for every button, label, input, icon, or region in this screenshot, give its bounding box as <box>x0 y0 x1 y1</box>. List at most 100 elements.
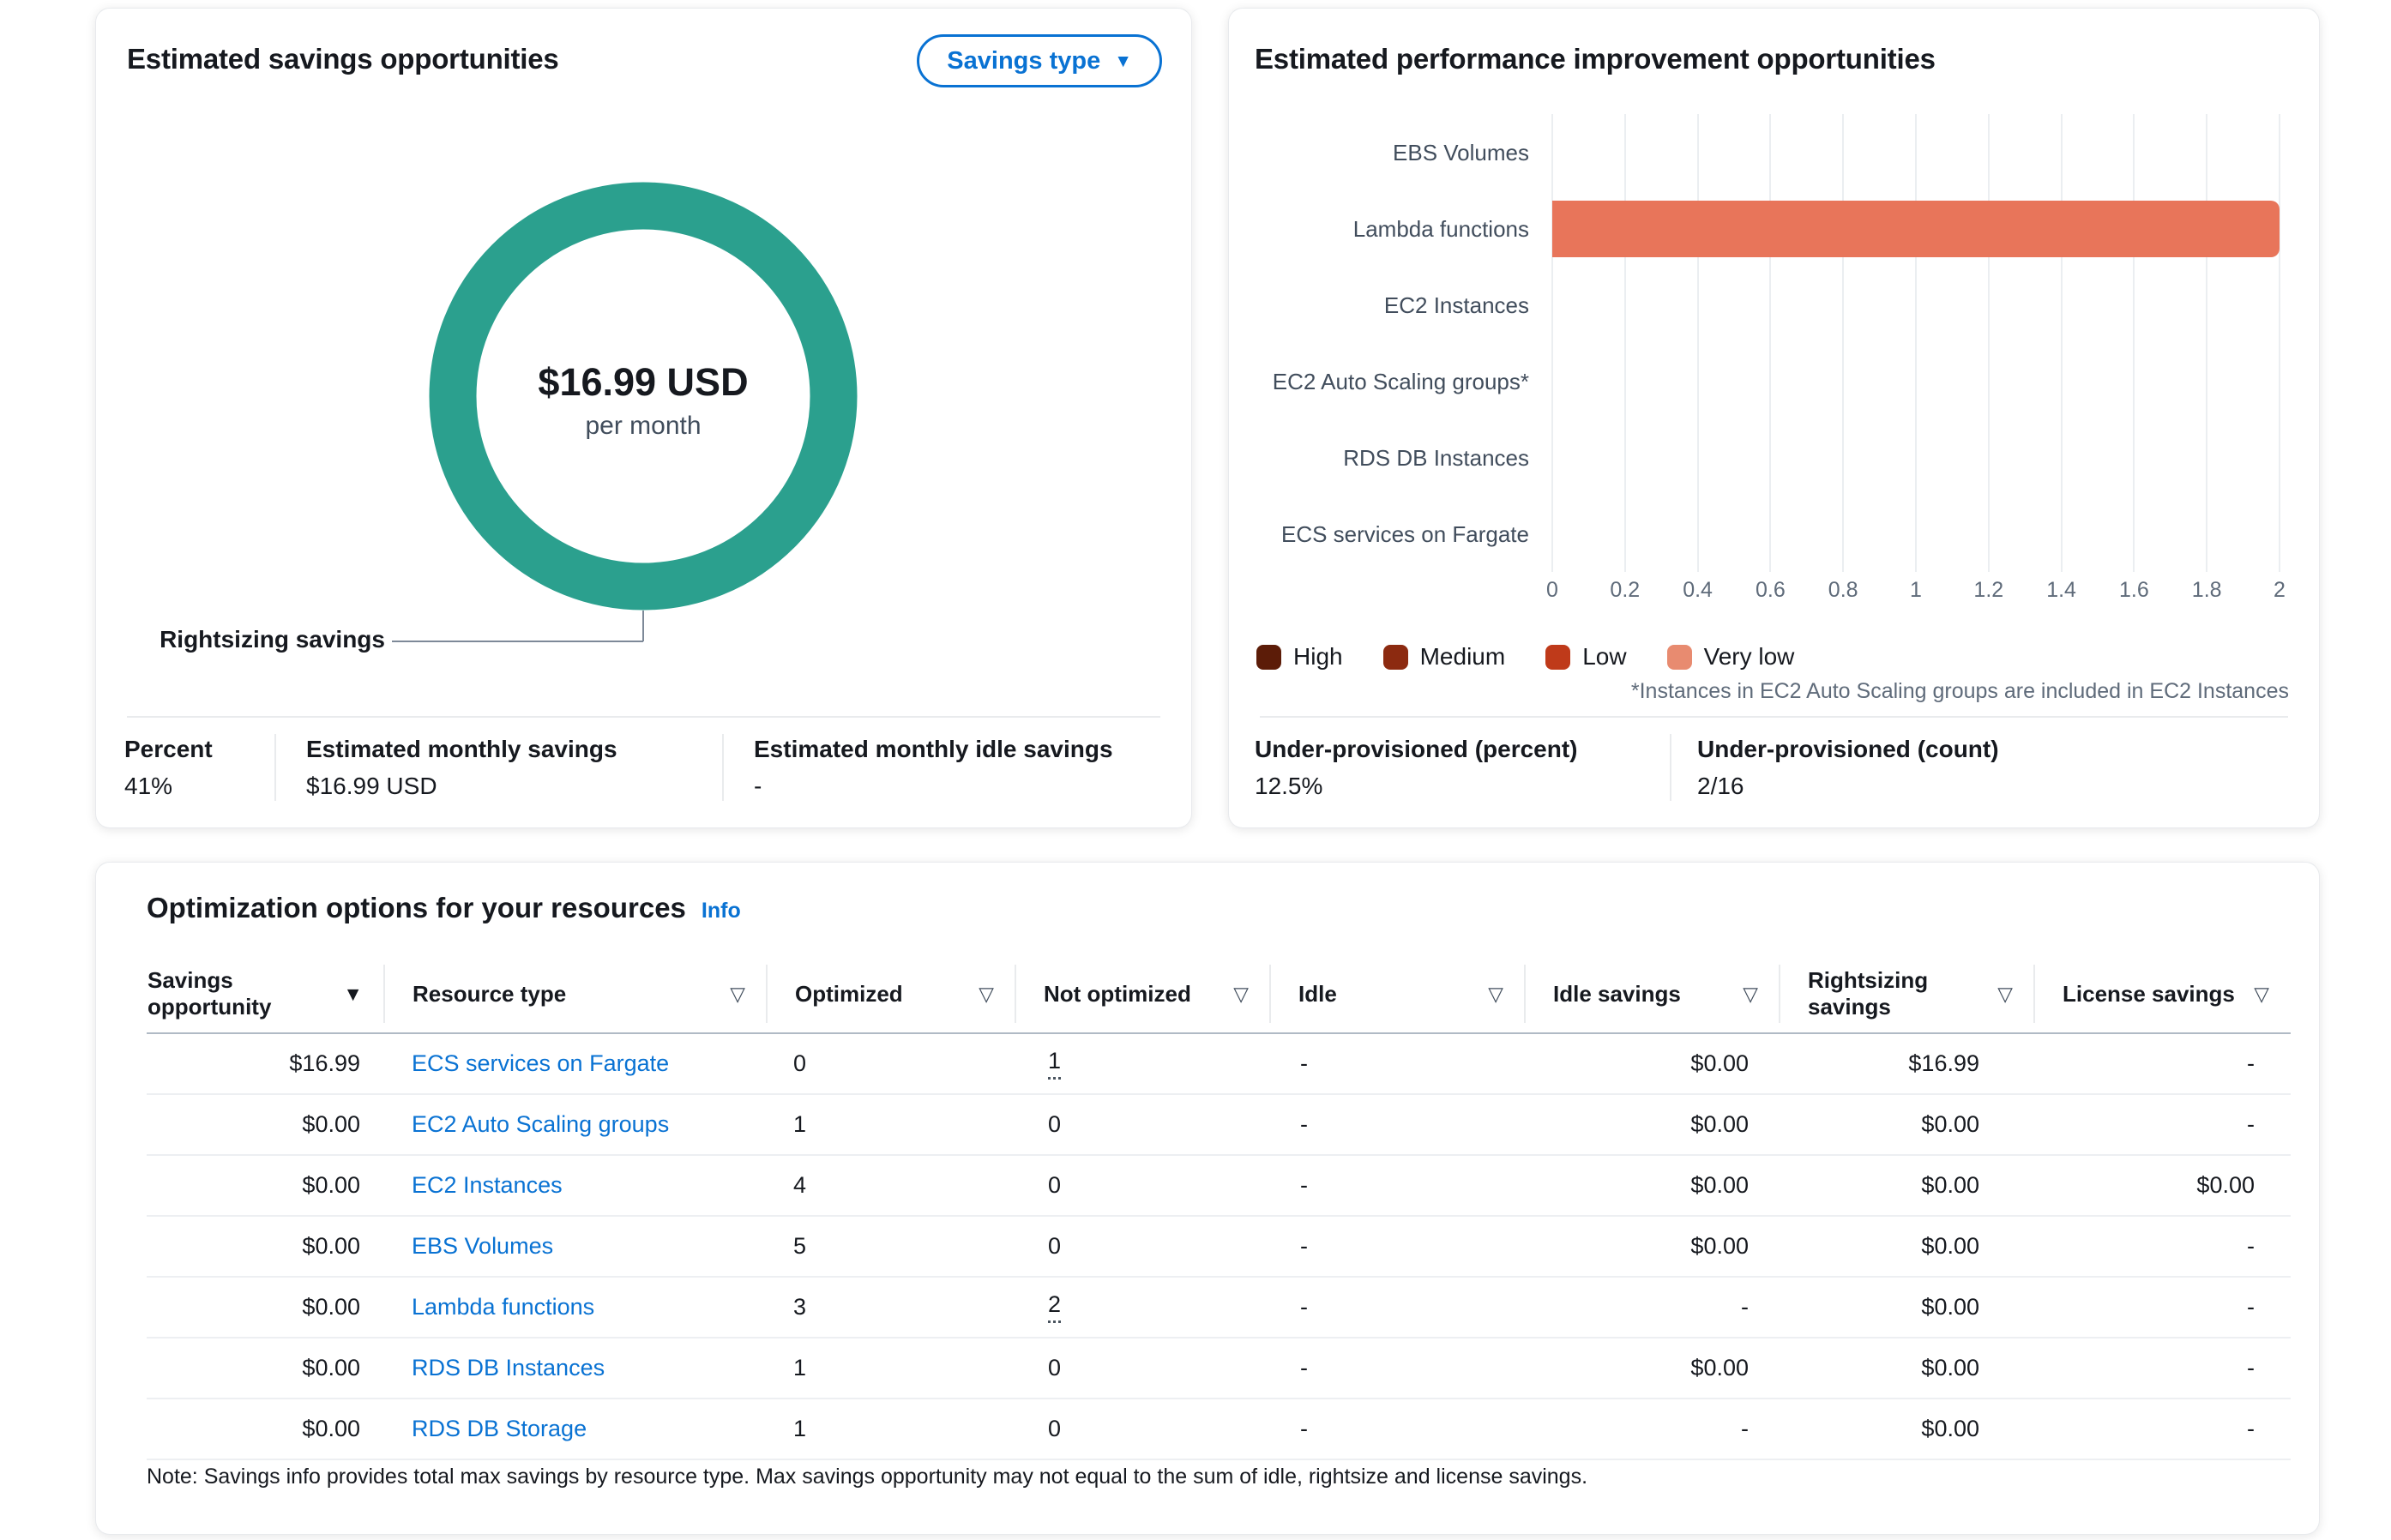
divider <box>1260 716 2288 718</box>
column-header-license-savings[interactable]: License savings ▽ <box>2033 955 2291 1034</box>
gridline <box>2133 114 2135 572</box>
cell-rightsizing-savings: $0.00 <box>1780 1337 2034 1399</box>
x-tick-label: 1.4 <box>2046 578 2076 602</box>
legend-label: Very low <box>1703 643 1795 670</box>
donut-callout-label: Rightsizing savings <box>160 626 385 653</box>
column-label: License savings <box>2063 980 2235 1007</box>
bar-lambda-functions[interactable] <box>1552 200 2280 257</box>
column-header-resource-type[interactable]: Resource type ▽ <box>383 955 767 1034</box>
sort-icon[interactable]: ▽ <box>1488 982 1503 1005</box>
gridline <box>1769 114 1772 572</box>
resource-type-link[interactable]: EC2 Instances <box>412 1172 563 1198</box>
cell-idle-savings: $0.00 <box>1525 1337 1780 1399</box>
cell-savings-opportunity: $0.00 <box>147 1337 384 1399</box>
cell-idle: - <box>1270 1398 1525 1460</box>
cell-savings-opportunity: $0.00 <box>147 1276 384 1338</box>
cell-rightsizing-savings: $0.00 <box>1780 1093 2034 1155</box>
donut-callout-line <box>642 611 644 641</box>
table-card-title: Optimization options for your resources <box>147 892 686 923</box>
resource-type-link[interactable]: EBS Volumes <box>412 1233 554 1259</box>
savings-type-dropdown[interactable]: Savings type ▼ <box>917 34 1162 87</box>
cell-not-optimized: 1 <box>1015 1032 1270 1094</box>
cell-not-optimized: 0 <box>1015 1398 1270 1460</box>
cell-optimized: 1 <box>767 1093 1015 1155</box>
resource-type-link[interactable]: ECS services on Fargate <box>412 1050 670 1076</box>
column-header-idle[interactable]: Idle ▽ <box>1269 955 1525 1034</box>
x-tick-label: 1.8 <box>2191 578 2222 602</box>
cell-optimized: 5 <box>767 1215 1015 1277</box>
info-link[interactable]: Info <box>701 899 741 923</box>
cell-resource-type: EC2 Instances <box>384 1154 767 1216</box>
cell-license-savings: - <box>2034 1093 2291 1155</box>
column-header-optimized[interactable]: Optimized ▽ <box>766 955 1015 1034</box>
cell-not-optimized: 0 <box>1015 1154 1270 1216</box>
savings-donut-chart[interactable] <box>429 182 858 611</box>
y-category-label-ecs-services-on-fargate: ECS services on Fargate <box>1280 520 1529 547</box>
cell-rightsizing-savings: $0.00 <box>1780 1276 2034 1338</box>
stat-label: Estimated monthly idle savings <box>754 736 1113 762</box>
stat-label: Under-provisioned (count) <box>1697 736 1999 762</box>
cell-savings-opportunity: $0.00 <box>147 1215 384 1277</box>
legend-label: Low <box>1582 643 1627 670</box>
x-tick-label: 1 <box>1910 578 1922 602</box>
gridline <box>1623 114 1626 572</box>
cell-resource-type: RDS DB Storage <box>384 1398 767 1460</box>
sort-icon[interactable]: ▼ <box>343 982 363 1005</box>
sort-icon[interactable]: ▽ <box>730 982 745 1005</box>
column-header-idle-savings[interactable]: Idle savings ▽ <box>1524 955 1780 1034</box>
sort-icon[interactable]: ▽ <box>1233 982 1249 1005</box>
resource-type-link[interactable]: RDS DB Storage <box>412 1416 587 1441</box>
cell-resource-type: ECS services on Fargate <box>384 1032 767 1094</box>
divider <box>127 716 1160 718</box>
performance-bar-chart: 0 0.2 0.4 0.6 0.8 1 1.2 1.4 1.6 1.8 2 EBS Volumes La… <box>1229 9 2319 827</box>
gridline <box>2279 114 2280 572</box>
donut-callout-line <box>392 641 643 642</box>
cell-idle: - <box>1270 1032 1525 1094</box>
column-header-inner: Idle ▽ <box>1271 981 1524 1008</box>
gridline <box>1915 114 1917 572</box>
legend-item-medium: Medium <box>1382 643 1505 671</box>
sort-icon[interactable]: ▽ <box>1997 982 2013 1005</box>
savings-stat-percent: Percent 41% <box>124 736 213 800</box>
cell-license-savings: - <box>2034 1215 2291 1277</box>
cell-idle-savings: $0.00 <box>1525 1154 1780 1216</box>
column-label: Savings opportunity <box>148 967 272 1020</box>
column-header-not-optimized[interactable]: Not optimized ▽ <box>1015 955 1270 1034</box>
sort-icon[interactable]: ▽ <box>1743 982 1758 1005</box>
savings-stat-estimated-monthly-savings: Estimated monthly savings $16.99 USD <box>306 736 617 800</box>
resource-type-link[interactable]: EC2 Auto Scaling groups <box>412 1111 670 1137</box>
cell-resource-type: EBS Volumes <box>384 1215 767 1277</box>
cell-optimized: 4 <box>767 1154 1015 1216</box>
x-tick-label: 0.4 <box>1683 578 1713 602</box>
savings-stat-estimated-monthly-idle-savings: Estimated monthly idle savings - <box>754 736 1113 800</box>
donut-value: $16.99 USD <box>538 360 749 404</box>
divider <box>274 734 276 801</box>
gridline <box>1696 114 1699 572</box>
caret-down-icon: ▼ <box>1114 51 1132 71</box>
cell-idle: - <box>1270 1093 1525 1155</box>
gridline <box>2206 114 2208 572</box>
performance-card-title: Estimated performance improvement opport… <box>1255 43 1936 75</box>
cell-not-optimized: 0 <box>1015 1337 1270 1399</box>
table-row: $0.00 EC2 Auto Scaling groups 1 0- $0.00 $0.0… <box>147 1093 2291 1155</box>
sort-icon[interactable]: ▽ <box>979 982 994 1005</box>
column-label: Optimized <box>795 980 903 1007</box>
column-header-inner: Resource type ▽ <box>385 981 766 1008</box>
column-label: Idle savings <box>1553 980 1681 1007</box>
resource-type-link[interactable]: Lambda functions <box>412 1294 595 1320</box>
cell-savings-opportunity: $16.99 <box>147 1032 384 1094</box>
stat-label: Estimated monthly savings <box>306 736 617 762</box>
cell-idle: - <box>1270 1215 1525 1277</box>
not-optimized-count[interactable]: 2 <box>1048 1291 1062 1323</box>
column-header-savings-opportunity[interactable]: Savings opportunity ▼ <box>147 955 384 1034</box>
column-header-rightsizing-savings[interactable]: Rightsizing savings ▽ <box>1779 955 2034 1034</box>
savings-card-title: Estimated savings opportunities <box>127 43 559 75</box>
x-tick-label: 2 <box>2274 578 2286 602</box>
not-optimized-count[interactable]: 1 <box>1048 1048 1062 1080</box>
legend-item-very-low: Very low <box>1666 643 1795 671</box>
donut-segment-rightsizing[interactable] <box>429 182 858 611</box>
table-row: $0.00 EC2 Instances 4 0- $0.00 $0.00 $0.00 <box>147 1154 2291 1216</box>
resource-type-link[interactable]: RDS DB Instances <box>412 1355 605 1381</box>
legend-swatch <box>1545 644 1571 670</box>
sort-icon[interactable]: ▽ <box>2254 982 2269 1005</box>
